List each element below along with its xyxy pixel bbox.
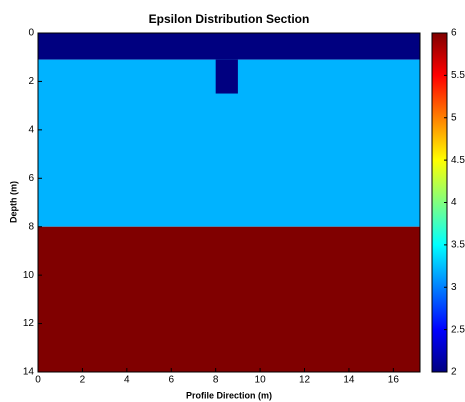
colorbar-tick-label: 3.5	[451, 240, 465, 251]
colorbar-tick-label: 5	[451, 112, 457, 123]
colorbar-tick-label: 2	[451, 367, 457, 378]
y-tick-label: 12	[23, 318, 35, 329]
y-tick-label: 14	[23, 367, 35, 378]
chart-title: Epsilon Distribution Section	[149, 12, 310, 26]
region	[215, 59, 238, 94]
x-tick-label: 14	[343, 375, 355, 386]
x-tick-label: 16	[388, 375, 400, 386]
region	[38, 226, 420, 372]
colorbar-tick-label: 4	[451, 197, 457, 208]
colorbar-tick-label: 3	[451, 282, 457, 293]
region	[38, 33, 420, 60]
x-tick-label: 2	[80, 375, 86, 386]
x-tick-label: 4	[124, 375, 130, 386]
x-axis-label: Profile Direction (m)	[186, 390, 272, 400]
colorbar-tick-label: 5.5	[451, 70, 465, 81]
y-tick-label: 10	[23, 270, 35, 281]
y-tick-label: 4	[28, 124, 34, 135]
colorbar-tick-label: 2.5	[451, 324, 465, 335]
plot-frame	[37, 32, 421, 373]
y-axis-label: Depth (m)	[8, 181, 18, 223]
colorbar-tick-label: 4.5	[451, 155, 465, 166]
y-tick-label: 8	[28, 221, 34, 232]
x-tick-label: 8	[213, 375, 219, 386]
colorbar-tick-label: 6	[451, 28, 457, 39]
heatmap-regions	[38, 33, 420, 372]
y-tick-label: 6	[28, 173, 34, 184]
x-tick-label: 6	[168, 375, 174, 386]
x-tick-label: 10	[255, 375, 267, 386]
y-tick-label: 2	[28, 76, 34, 87]
x-tick-label: 0	[35, 375, 41, 386]
y-tick-label: 0	[28, 28, 34, 39]
x-tick-label: 12	[299, 375, 311, 386]
